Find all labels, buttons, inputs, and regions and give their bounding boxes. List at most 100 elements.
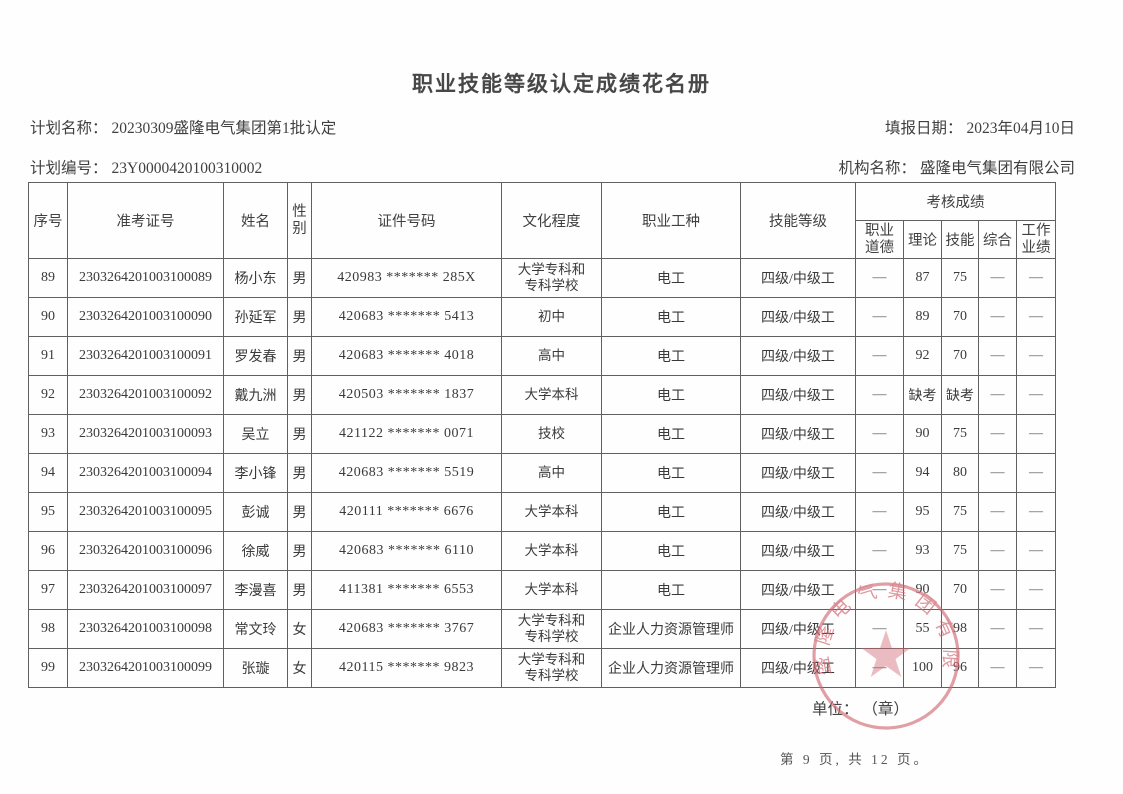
cell-score: 98 <box>941 609 979 649</box>
cell-score: 75 <box>941 531 979 571</box>
cell-score: 90 <box>903 570 942 610</box>
cell-name: 孙延军 <box>223 297 288 337</box>
cell-id: 411381 ******* 6553 <box>311 570 502 610</box>
cell-id: 420683 ******* 3767 <box>311 609 502 649</box>
cell-education: 大学专科和 专科学校 <box>501 648 602 688</box>
cell-no: 97 <box>28 570 68 610</box>
table-row: 90 2303264201003100090 孙延军男 420683 ******* … <box>28 297 1057 337</box>
cell-education: 初中 <box>501 297 602 337</box>
plan-no-line: 计划编号： 23Y0000420100310002 <box>30 156 262 178</box>
cell-gender: 男 <box>287 531 312 571</box>
cell-name: 罗发春 <box>223 336 288 376</box>
cell-id: 420983 ******* 285X <box>311 258 502 298</box>
col-header-score-ethics: 职业道德 <box>855 220 904 259</box>
org-name-label: 机构名称： <box>838 160 916 177</box>
cell-level: 四级/中级工 <box>740 570 856 610</box>
cell-name: 张璇 <box>223 648 288 688</box>
col-header-id: 证件号码 <box>311 182 502 259</box>
cell-score: — <box>1015 570 1057 610</box>
cell-score: — <box>978 375 1017 415</box>
cell-gender: 男 <box>287 258 312 298</box>
cell-score: — <box>978 609 1017 649</box>
cell-occupation: 电工 <box>601 258 741 298</box>
cell-score: — <box>1015 297 1057 337</box>
cell-no: 91 <box>28 336 68 376</box>
cell-occupation: 电工 <box>601 414 741 454</box>
cell-score: — <box>978 492 1017 532</box>
col-header-score-group: 考核成绩 <box>854 182 1057 221</box>
cell-level: 四级/中级工 <box>740 609 856 649</box>
cell-level: 四级/中级工 <box>740 258 856 298</box>
report-date-value: 2023年04月10日 <box>966 120 1075 137</box>
cell-gender: 男 <box>287 453 312 493</box>
cell-score: — <box>978 258 1017 298</box>
cell-ticket: 2303264201003100089 <box>67 258 224 298</box>
cell-score: — <box>855 336 904 376</box>
cell-gender: 男 <box>287 414 312 454</box>
cell-ticket: 2303264201003100090 <box>67 297 224 337</box>
cell-education: 大学本科 <box>501 570 602 610</box>
cell-score: 96 <box>941 648 979 688</box>
cell-score: — <box>978 531 1017 571</box>
cell-name: 李小锋 <box>223 453 288 493</box>
col-header-gender: 性别 <box>287 182 312 259</box>
cell-id: 420683 ******* 5413 <box>311 297 502 337</box>
cell-id: 420683 ******* 6110 <box>311 531 502 571</box>
cell-no: 96 <box>28 531 68 571</box>
cell-score: 94 <box>903 453 942 493</box>
cell-ticket: 2303264201003100099 <box>67 648 224 688</box>
cell-score: 87 <box>903 258 942 298</box>
cell-gender: 男 <box>287 492 312 532</box>
cell-score: 75 <box>941 492 979 532</box>
cell-gender: 男 <box>287 297 312 337</box>
cell-score: — <box>855 570 904 610</box>
cell-level: 四级/中级工 <box>740 492 856 532</box>
page-number-info: 第 9 页, 共 12 页。 <box>780 752 930 767</box>
cell-education: 大学专科和 专科学校 <box>501 609 602 649</box>
cell-score: — <box>1015 453 1057 493</box>
cell-name: 杨小东 <box>223 258 288 298</box>
cell-level: 四级/中级工 <box>740 531 856 571</box>
table-row: 98 2303264201003100098 常文玲女 420683 ******* … <box>28 609 1057 649</box>
cell-score: 55 <box>903 609 942 649</box>
cell-gender: 女 <box>287 609 312 649</box>
col-header-score-综合: 综合 <box>978 220 1017 259</box>
table-row: 94 2303264201003100094 李小锋男 420683 ******* … <box>28 453 1057 493</box>
col-header-occupation: 职业工种 <box>601 182 741 259</box>
plan-name-label: 计划名称： <box>30 120 108 137</box>
cell-gender: 女 <box>287 648 312 688</box>
col-header-ticket: 准考证号 <box>67 182 224 259</box>
cell-gender: 男 <box>287 570 312 610</box>
cell-id: 420683 ******* 5519 <box>311 453 502 493</box>
cell-ticket: 2303264201003100095 <box>67 492 224 532</box>
cell-education: 大学专科和 专科学校 <box>501 258 602 298</box>
score-roster-table: 序号 准考证号 姓名 性别 证件号码 文化程度 职业工种 技能等级 考核成绩 职… <box>28 182 1057 688</box>
cell-occupation: 电工 <box>601 336 741 376</box>
cell-level: 四级/中级工 <box>740 336 856 376</box>
cell-no: 99 <box>28 648 68 688</box>
cell-name: 彭诚 <box>223 492 288 532</box>
cell-occupation: 电工 <box>601 570 741 610</box>
cell-score: — <box>855 297 904 337</box>
cell-score: 89 <box>903 297 942 337</box>
cell-name: 吴立 <box>223 414 288 454</box>
cell-score: — <box>978 297 1017 337</box>
plan-name-value: 20230309盛隆电气集团第1批认定 <box>111 120 337 137</box>
cell-ticket: 2303264201003100092 <box>67 375 224 415</box>
table-row: 96 2303264201003100096 徐威男 420683 ******* 6… <box>28 531 1057 571</box>
cell-level: 四级/中级工 <box>740 375 856 415</box>
org-name-line: 机构名称： 盛隆电气集团有限公司 <box>838 156 1075 178</box>
table-row: 93 2303264201003100093 吴立男 421122 ******* 0… <box>28 414 1057 454</box>
cell-score: 95 <box>903 492 942 532</box>
cell-score: — <box>1015 258 1057 298</box>
cell-score: 90 <box>903 414 942 454</box>
cell-name: 戴九洲 <box>223 375 288 415</box>
cell-score: — <box>978 414 1017 454</box>
cell-score: — <box>1015 531 1057 571</box>
table-row: 91 2303264201003100091 罗发春男 420683 ******* … <box>28 336 1057 376</box>
cell-score: 75 <box>941 414 979 454</box>
col-header-education: 文化程度 <box>501 182 602 259</box>
cell-gender: 男 <box>287 375 312 415</box>
cell-occupation: 电工 <box>601 375 741 415</box>
